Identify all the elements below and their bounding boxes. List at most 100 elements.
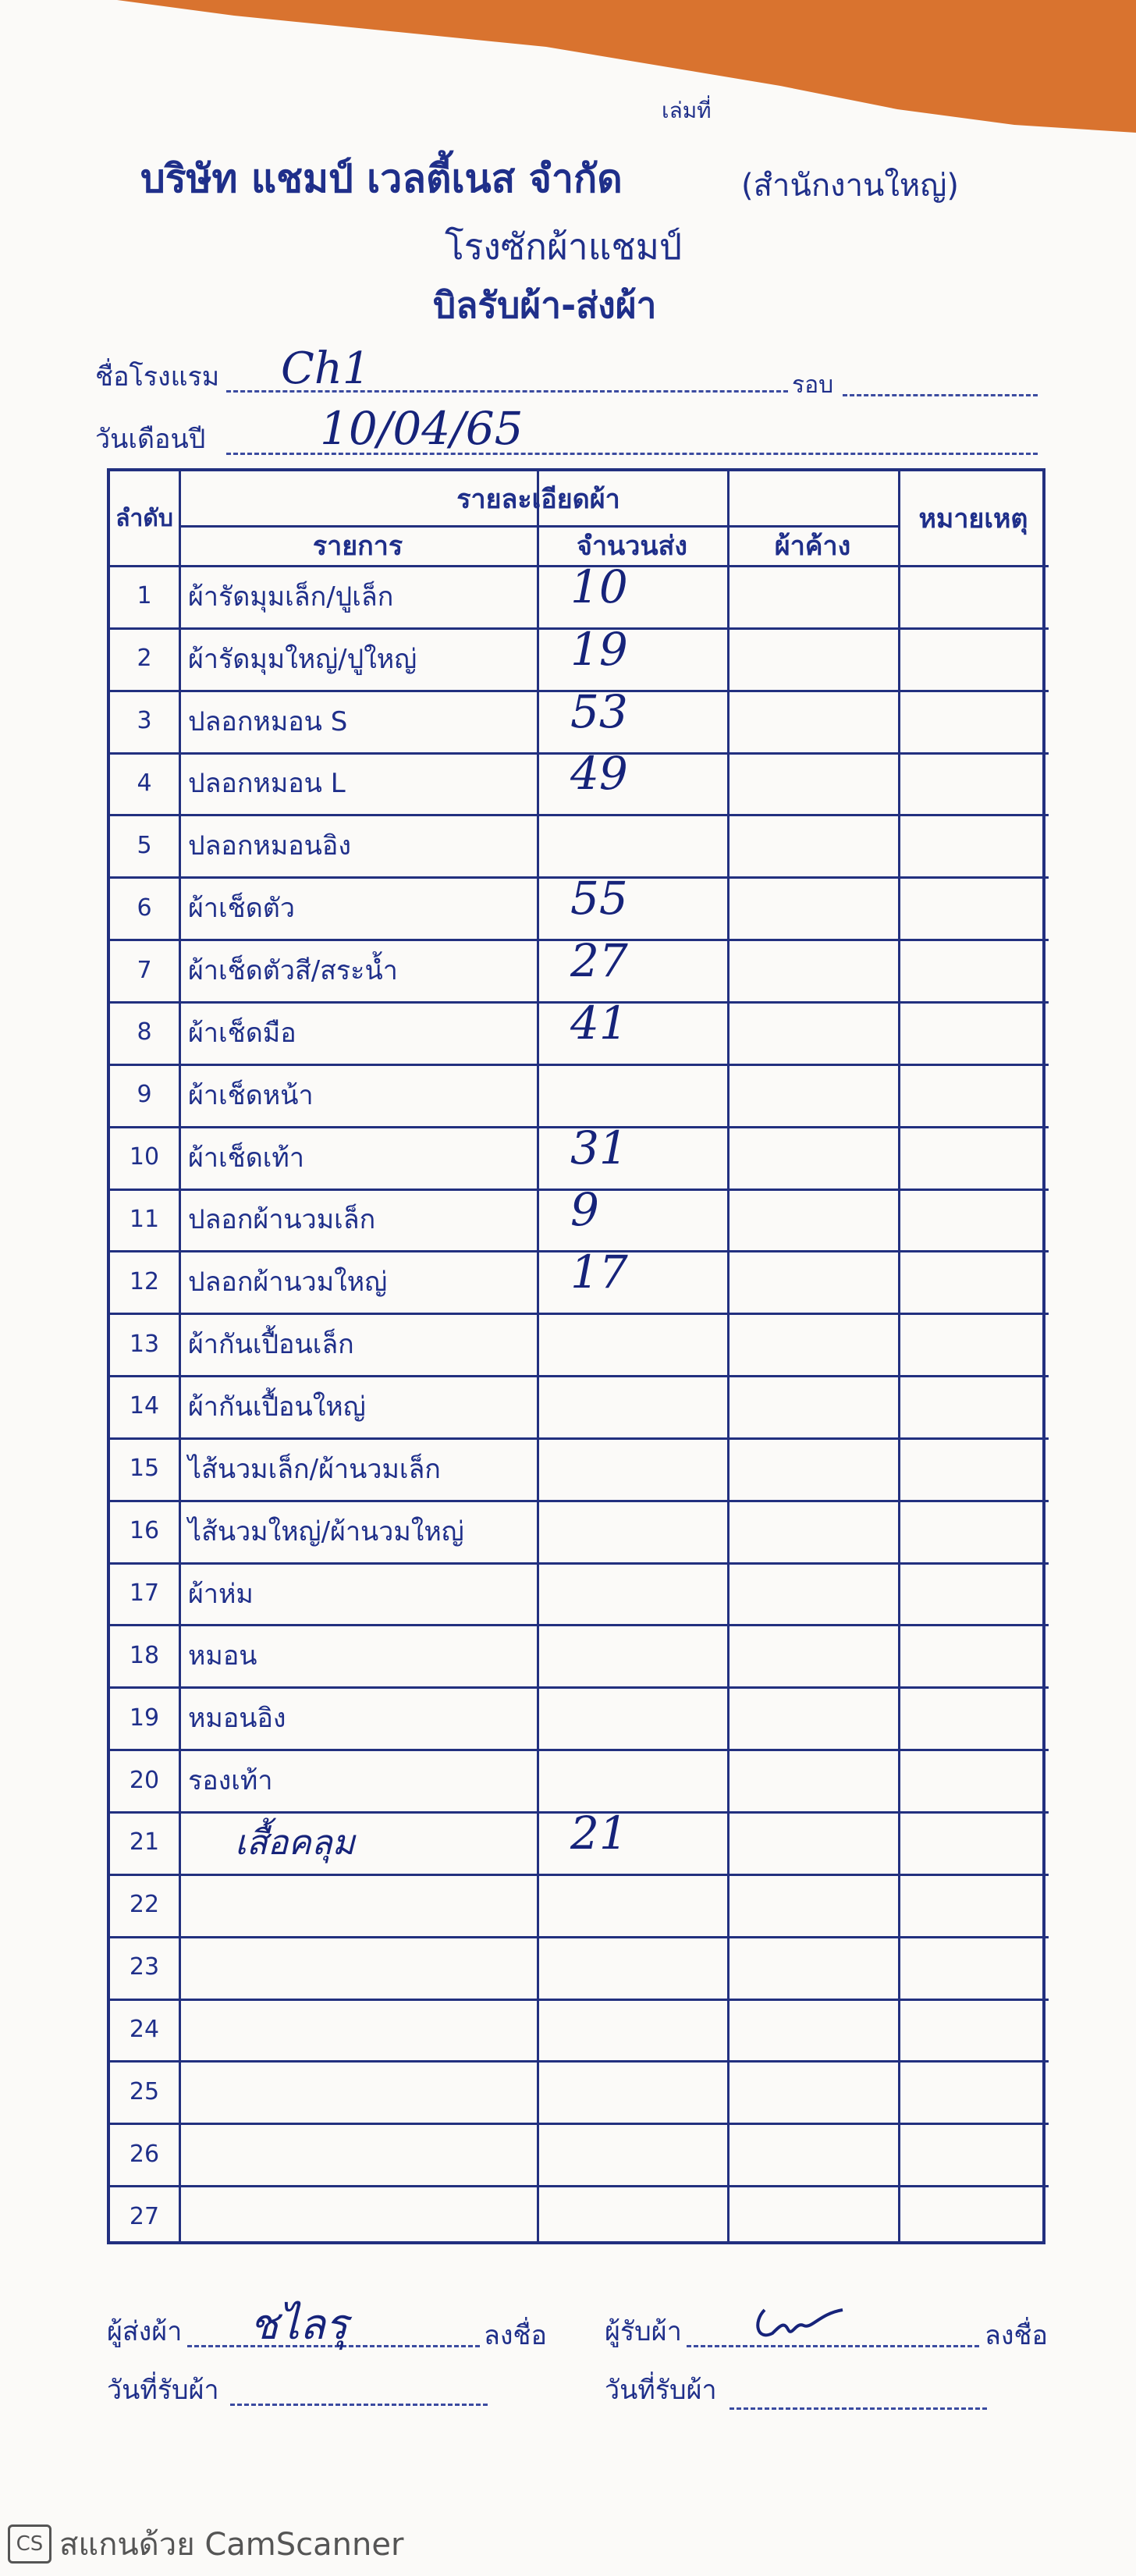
row-number: 17: [129, 1579, 160, 1608]
row-line: [110, 2123, 1049, 2126]
row-line: [110, 2185, 1049, 2188]
row-line: [110, 1873, 1049, 1876]
row-number: 21: [129, 1828, 160, 1856]
row-number: 5: [137, 831, 152, 859]
row-line: [110, 1188, 1049, 1191]
row-line: [110, 1063, 1049, 1066]
row-number: 18: [129, 1641, 160, 1669]
quantity: 10: [570, 560, 628, 613]
row-line: [110, 876, 1049, 879]
item-name: ผ้ารัดมุมเล็ก/ปูเล็ก: [188, 581, 394, 613]
row-line: [110, 814, 1049, 817]
row-number: 15: [129, 1455, 160, 1483]
row-line: [110, 751, 1049, 755]
form-title: บิลรับผ้า-ส่งผ้า: [433, 284, 657, 326]
item-name: ไส้นวมเล็ก/ผ้านวมเล็ก: [188, 1453, 441, 1485]
column-line: [727, 471, 730, 2241]
watermark-text: สแกนด้วย CamScanner: [59, 2527, 404, 2563]
item-name: ผ้าเช็ดหน้า: [188, 1079, 314, 1111]
sender-signature: ชไลรุ: [250, 2300, 348, 2349]
item-name: ผ้าห่ม: [188, 1578, 254, 1610]
quantity: 27: [570, 934, 628, 988]
item-name: ปลอกหมอน L: [188, 768, 346, 800]
item-name: ผ้าเช็ดมือ: [188, 1017, 296, 1049]
sign-label: ลงชื่อ: [484, 2320, 547, 2351]
row-number: 16: [129, 1517, 160, 1545]
date-label: วันเดือนปี: [95, 424, 206, 455]
company: บริษัท แชมป์ เวลตี้เนส จำกัด: [140, 156, 623, 201]
quantity: 41: [570, 996, 628, 1050]
item-name: ผ้ากันเปื้อนใหญ่: [188, 1391, 366, 1423]
header-line: [110, 565, 1049, 567]
row-number: 12: [129, 1267, 160, 1295]
row-line: [110, 2060, 1049, 2063]
row-number: 11: [129, 1205, 160, 1233]
sign-label: ลงชื่อ: [985, 2320, 1048, 2351]
header-cell: ลำดับ: [115, 504, 173, 532]
item-name: หมอน: [188, 1640, 257, 1672]
row-line: [110, 1313, 1049, 1316]
row-line: [110, 1935, 1049, 1938]
hotel-value: Ch1: [281, 343, 371, 394]
row-line: [110, 1562, 1049, 1565]
item-name: เสื้อคลุม: [235, 1822, 355, 1863]
row-line: [110, 1686, 1049, 1690]
row-number: 13: [129, 1330, 160, 1358]
subtitle: โรงซักผ้าแชมป์: [445, 226, 683, 268]
row-line: [110, 689, 1049, 692]
header-cell: ผ้าค้าง: [774, 530, 851, 562]
item-name: ผ้าเช็ดตัว: [188, 893, 295, 925]
item-name: ผ้ากันเปื้อนเล็ก: [188, 1329, 354, 1361]
row-line: [110, 1749, 1049, 1752]
item-name: ผ้ารัดมุมใหญ่/ปูใหญ่: [188, 643, 417, 675]
row-number: 4: [137, 769, 152, 797]
row-number: 14: [129, 1392, 160, 1420]
row-line: [110, 1250, 1049, 1253]
item-name: ไส้นวมใหญ่/ผ้านวมใหญ่: [188, 1515, 464, 1547]
quantity: 19: [570, 622, 628, 676]
row-line: [110, 1125, 1049, 1128]
row-number: 9: [137, 1081, 152, 1109]
row-number: 1: [137, 582, 152, 610]
row-line: [110, 939, 1049, 942]
item-name: หมอนอิง: [188, 1703, 286, 1735]
item-name: รองเท้า: [188, 1765, 273, 1797]
row-line: [110, 1998, 1049, 2001]
row-line: [110, 1375, 1049, 1378]
quantity: 21: [570, 1806, 628, 1860]
header-cell: หมายเหตุ: [918, 503, 1028, 535]
item-name: ปลอกผ้านวมเล็ก: [188, 1204, 376, 1236]
row-number: 22: [129, 1891, 160, 1919]
date-line: [730, 2407, 987, 2410]
column-line: [537, 471, 539, 2241]
item-name: ปลอกหมอนอิง: [188, 830, 351, 862]
row-number: 26: [129, 2140, 160, 2168]
date-line: [226, 453, 1038, 455]
watermark: CS สแกนด้วย CamScanner: [8, 2519, 403, 2569]
row-number: 10: [129, 1143, 160, 1171]
receiver-signature: [756, 2308, 843, 2337]
row-number: 23: [129, 1953, 160, 1981]
book-no: เล่มที่: [662, 98, 712, 123]
quantity: 17: [570, 1245, 628, 1299]
row-number: 8: [137, 1018, 152, 1046]
quantity: 55: [570, 872, 628, 926]
row-number: 25: [129, 2077, 160, 2105]
item-name: ผ้าเช็ดตัวสี/สระน้ำ: [188, 955, 398, 987]
quantity: 9: [570, 1183, 599, 1237]
date-value: 10/04/65: [320, 402, 524, 455]
round-label: รอบ: [792, 371, 834, 399]
row-number: 6: [137, 894, 152, 922]
received-date-label: วันที่รับผ้า: [107, 2375, 219, 2406]
header-line: [179, 525, 898, 528]
hotel-line: [226, 390, 788, 393]
cs-logo: CS: [8, 2524, 51, 2564]
sender-line: [187, 2345, 480, 2347]
row-number: 2: [137, 645, 152, 673]
receiver-line: [687, 2345, 979, 2347]
row-number: 27: [129, 2202, 160, 2230]
column-line: [179, 471, 181, 2241]
row-line: [110, 1624, 1049, 1627]
sender-label: ผู้ส่งผ้า: [107, 2316, 183, 2347]
row-line: [110, 1811, 1049, 1814]
